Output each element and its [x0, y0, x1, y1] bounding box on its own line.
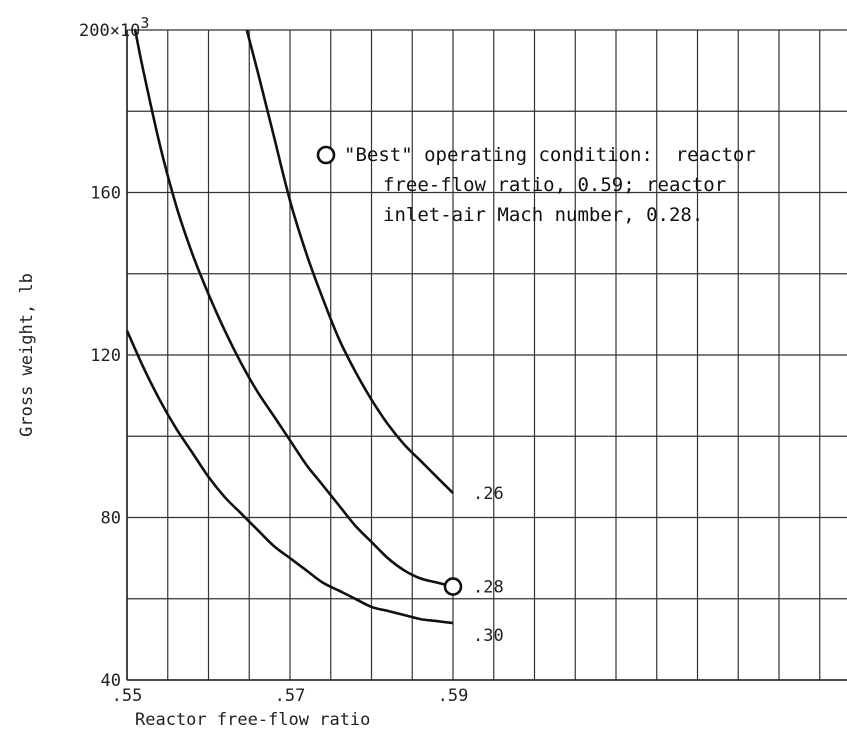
- x-tick-label: .59: [438, 686, 469, 706]
- y-axis-label: Gross weight, lb: [17, 273, 37, 437]
- legend-marker: [316, 145, 336, 165]
- y-multiplier-label: 200×103: [79, 14, 149, 41]
- x-axis-label: Reactor free-flow ratio: [135, 710, 370, 730]
- x-tick-label: .55: [112, 686, 143, 706]
- best-point-marker: [443, 577, 463, 596]
- legend-note: "Best" operating condition: reactor free…: [316, 144, 756, 226]
- series-label: .28: [473, 578, 504, 598]
- grid: [126, 29, 847, 681]
- y-tick-label: 40: [101, 671, 121, 691]
- series-line-1: [133, 29, 454, 588]
- tick-labels: 40 80 120 160 .55 .57 .59: [90, 184, 468, 707]
- note-line-1: "Best" operating condition: reactor: [344, 144, 756, 166]
- series-label: .30: [473, 626, 504, 646]
- note-line-3: inlet-air Mach number, 0.28.: [383, 204, 703, 226]
- y-tick-label: 80: [101, 509, 121, 529]
- y-tick-label: 120: [90, 346, 121, 366]
- series-line-2: [125, 330, 454, 625]
- series-labels: .26 .28 .30: [473, 484, 504, 646]
- curves: [125, 29, 463, 625]
- x-tick-label: .57: [275, 686, 306, 706]
- note-line-2: free-flow ratio, 0.59; reactor: [383, 174, 726, 196]
- series-label: .26: [473, 484, 504, 504]
- series-line-0: [245, 29, 454, 495]
- y-tick-label: 160: [90, 184, 121, 204]
